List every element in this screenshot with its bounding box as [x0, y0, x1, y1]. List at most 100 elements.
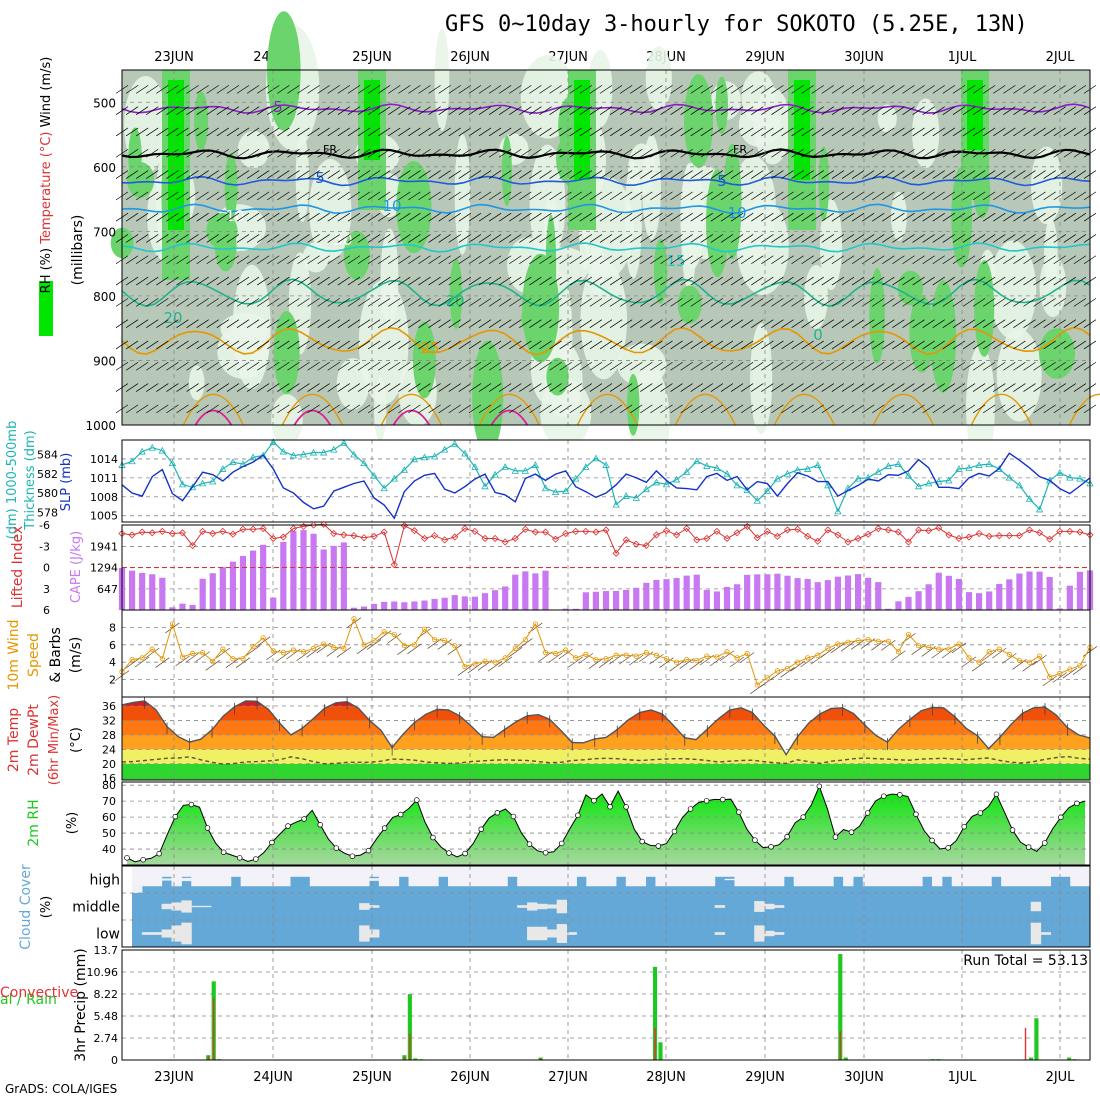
wind-barb	[902, 276, 915, 286]
wind-barb	[690, 106, 703, 115]
wind-barb	[1073, 148, 1087, 158]
wind-barb	[993, 340, 1006, 350]
wind-barb	[811, 361, 824, 371]
wind-barb	[337, 170, 351, 179]
wind-barb	[781, 383, 794, 392]
wind-barb	[821, 127, 835, 137]
wind-barb	[206, 148, 219, 158]
wind-barb	[388, 234, 401, 243]
wind-barb	[710, 127, 724, 137]
cloud-high-clear	[586, 866, 597, 887]
wind-barb	[720, 85, 734, 94]
wind-barb	[327, 234, 340, 243]
temp-band	[122, 701, 1090, 707]
li-point	[239, 525, 247, 533]
wind-barb	[377, 298, 391, 307]
wind-barb	[357, 85, 371, 94]
wind-barb	[1023, 85, 1036, 94]
wind-barb	[166, 127, 179, 137]
wind-barb	[902, 85, 915, 94]
cape-bar	[290, 531, 297, 610]
wind-barb	[851, 212, 865, 222]
wind-barb	[478, 127, 492, 137]
wind-barb	[669, 660, 684, 672]
cloud-gap	[181, 900, 192, 913]
wind-barb	[125, 361, 139, 371]
wind-barb	[791, 85, 804, 94]
wind-barb	[831, 383, 845, 392]
wind-barb	[882, 127, 895, 137]
wind-point	[805, 655, 811, 661]
cloud-high-clear	[517, 866, 528, 887]
wind-barb	[408, 191, 421, 201]
wind-barb	[861, 148, 875, 158]
wind-barb	[589, 340, 603, 350]
li-point	[370, 532, 378, 540]
wind-barb	[1023, 191, 1036, 201]
wind-barb	[1043, 170, 1056, 179]
wind-barb	[1003, 361, 1016, 371]
wind-point	[502, 655, 508, 661]
wind-barb	[337, 404, 351, 414]
wind-barb	[519, 255, 532, 265]
wind-barb	[125, 127, 139, 137]
wind-barb	[559, 383, 572, 392]
wind-barb	[256, 212, 270, 222]
wind-barb	[216, 234, 230, 243]
wind-barb	[428, 255, 441, 265]
wind-barb	[971, 660, 987, 672]
wind-barb	[438, 255, 451, 265]
wind-barb	[337, 298, 351, 307]
cloud-high-clear	[201, 866, 212, 887]
wind-barb	[549, 361, 562, 371]
thickness-point	[682, 467, 691, 475]
wind-barb	[438, 404, 451, 414]
li-point	[1046, 535, 1054, 543]
wind-barb	[801, 170, 814, 179]
cape-bar	[975, 593, 983, 610]
wind-barb	[730, 383, 744, 392]
cape-bar	[1056, 608, 1063, 610]
cloud-high-clear	[260, 866, 271, 887]
rh-point	[124, 855, 130, 861]
wind-point	[179, 654, 186, 660]
wind-barb	[821, 191, 835, 201]
wind-barb	[941, 647, 957, 659]
wind-barb	[166, 383, 179, 392]
cape-bar	[471, 596, 479, 610]
wind-barb	[599, 298, 613, 307]
wind-barb	[761, 383, 774, 392]
li-point	[642, 541, 650, 550]
wind-barb	[791, 170, 804, 179]
wind-barb	[1043, 191, 1056, 201]
wind-barb	[408, 404, 421, 414]
wind-barb	[982, 361, 996, 371]
wind-barb	[1043, 319, 1056, 328]
wind-barb	[751, 298, 764, 307]
cloud-high-clear	[823, 866, 834, 887]
wind-barb	[277, 340, 290, 350]
wind-barb	[932, 298, 945, 307]
wind-barb	[882, 234, 895, 243]
wind-barb	[882, 319, 895, 328]
wind-barb	[458, 361, 472, 371]
wind-barb	[388, 255, 401, 265]
wind-point	[341, 645, 347, 651]
wind-barb	[821, 340, 835, 350]
wind-barb	[397, 644, 412, 655]
wind-barb	[539, 212, 552, 222]
wind-barb	[256, 106, 270, 115]
wind-barb	[801, 191, 814, 201]
cape-bar	[330, 545, 337, 610]
wind-barb	[922, 276, 935, 286]
wind-barb	[418, 383, 431, 392]
wind-barb	[287, 148, 300, 158]
wind-barb	[317, 234, 330, 243]
wind-barb	[892, 298, 905, 307]
wind-barb	[962, 148, 976, 158]
wind-barb	[317, 148, 330, 158]
cloud-high-clear	[151, 866, 163, 887]
temp-line	[121, 700, 1091, 757]
wind-barb	[932, 361, 945, 371]
wind-barb	[801, 255, 814, 265]
